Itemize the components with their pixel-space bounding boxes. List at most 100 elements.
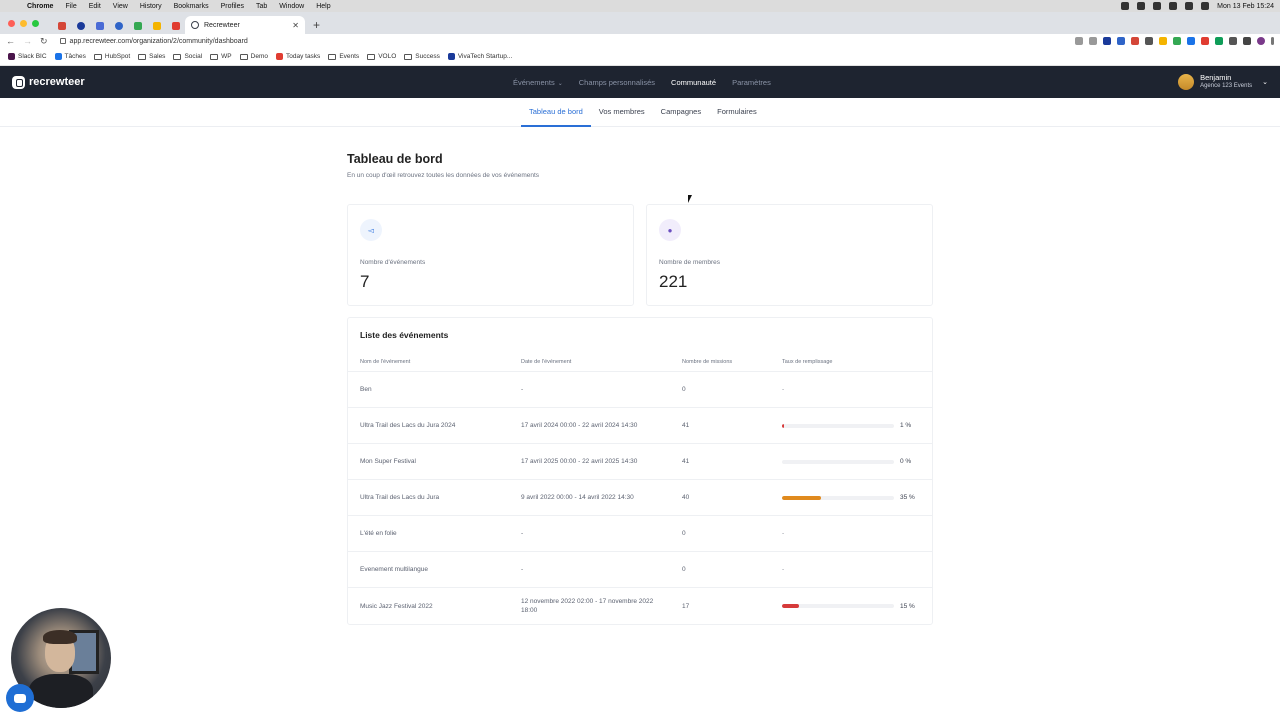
bookmark-item[interactable]: Success [404, 53, 440, 60]
status-icon[interactable] [1137, 2, 1146, 10]
megaphone-icon: ◅ [360, 219, 382, 241]
bookmark-item[interactable]: VOLO [367, 53, 396, 60]
chat-widget-button[interactable] [6, 684, 34, 712]
user-menu[interactable]: Benjamin Agence 123 Events ⌄ [1178, 73, 1268, 91]
nav-item[interactable]: Communauté [671, 78, 716, 87]
mac-menu-history[interactable]: History [139, 2, 162, 10]
close-window-button[interactable] [8, 19, 15, 27]
tab-title: Recrewteer [204, 21, 240, 29]
status-icon[interactable] [1153, 2, 1162, 10]
browser-tab[interactable] [90, 18, 109, 34]
column-header: Nombre de missions [682, 358, 733, 365]
subnav-tab[interactable]: Formulaires [717, 107, 757, 116]
subnav-tab[interactable]: Campagnes [660, 107, 702, 116]
fill-rate-bar [782, 604, 894, 608]
mac-menu-view[interactable]: View [112, 2, 128, 10]
table-row[interactable]: Ultra Trail des Lacs du Jura 9 avril 2022… [348, 480, 932, 516]
event-date: - [521, 530, 524, 537]
event-fill-rate: 35 % [782, 494, 920, 501]
extension-icon[interactable] [1117, 37, 1125, 45]
url-field[interactable]: app.recrewteer.com/organization/2/commun… [59, 38, 248, 45]
more-menu-icon[interactable] [1271, 37, 1274, 45]
bookmark-item[interactable]: Demo [239, 53, 268, 60]
mac-menu-file[interactable]: File [65, 2, 77, 10]
bookmark-item[interactable]: Tâches [54, 53, 86, 60]
chevron-down-icon: ⌄ [557, 80, 563, 87]
event-missions: 0 [682, 386, 686, 393]
extension-icon[interactable] [1201, 37, 1209, 45]
mac-menu-bookmarks[interactable]: Bookmarks [173, 2, 209, 10]
nav-item[interactable]: Champs personnalisés [579, 78, 655, 87]
extension-icon[interactable] [1103, 37, 1111, 45]
active-browser-tab[interactable]: Recrewteer ✕ [185, 16, 305, 34]
bookmark-item[interactable]: Sales [138, 53, 165, 60]
wifi-icon[interactable] [1169, 2, 1178, 10]
bookmark-item[interactable]: Slack BIC [8, 53, 47, 60]
subnav-tab[interactable]: Tableau de bord [521, 98, 591, 127]
mac-menu-profiles[interactable]: Profiles [220, 2, 244, 10]
bookmark-label: Success [415, 53, 440, 60]
profile-avatar-icon[interactable] [1257, 37, 1265, 45]
close-tab-icon[interactable]: ✕ [292, 20, 299, 30]
bookmark-item[interactable]: WP [210, 53, 232, 60]
extension-icon[interactable] [1145, 37, 1153, 45]
bookmark-item[interactable]: Social [173, 53, 202, 60]
subnav-tab[interactable]: Vos membres [598, 107, 645, 116]
mac-menu-window[interactable]: Window [279, 2, 305, 10]
nav-item[interactable]: Événements ⌄ [513, 78, 563, 87]
fill-rate-value: - [782, 386, 785, 393]
table-row[interactable]: L'été en folie - 0 - [348, 516, 932, 552]
folder-icon [210, 53, 219, 60]
bookmark-item[interactable]: Today tasks [275, 53, 320, 60]
browser-tab[interactable] [147, 18, 166, 34]
table-row[interactable]: Mon Super Festival 17 avril 2025 00:00 - … [348, 444, 932, 480]
bookmark-item[interactable]: HubSpot [93, 53, 130, 60]
clock[interactable]: Mon 13 Feb 15:24 [1217, 2, 1274, 10]
column-header: Taux de remplissage [782, 358, 833, 365]
minimize-window-button[interactable] [20, 19, 27, 27]
browser-tab[interactable] [52, 18, 71, 34]
search-icon[interactable] [1201, 2, 1210, 10]
nav-item[interactable]: Paramètres [732, 78, 771, 87]
extension-icon[interactable] [1131, 37, 1139, 45]
table-row[interactable]: Ultra Trail des Lacs du Jura 2024 17 avri… [348, 408, 932, 444]
table-row[interactable]: Ben - 0 - [348, 372, 932, 408]
battery-icon[interactable] [1185, 2, 1194, 10]
extension-icon[interactable] [1187, 37, 1195, 45]
fill-rate-value: - [782, 530, 785, 537]
bookmark-item[interactable]: VivaTech Startup... [447, 53, 512, 60]
share-icon[interactable] [1075, 37, 1083, 45]
mac-menu-tab[interactable]: Tab [255, 2, 268, 10]
mac-menu-chrome[interactable]: Chrome [27, 2, 54, 10]
reload-icon[interactable]: ↻ [40, 35, 48, 46]
event-missions: 40 [682, 494, 690, 501]
browser-tab[interactable] [71, 18, 90, 34]
window-controls [8, 12, 39, 34]
maximize-window-button[interactable] [32, 19, 39, 27]
mac-menu-edit[interactable]: Edit [88, 2, 101, 10]
table-row[interactable]: Music Jazz Festival 2022 12 novembre 2022… [348, 588, 932, 624]
browser-tab[interactable] [109, 18, 128, 34]
mac-menu-help[interactable]: Help [316, 2, 331, 10]
folder-icon [173, 53, 182, 60]
app-logo[interactable]: recrewteer [12, 75, 85, 89]
sidebar-icon[interactable] [1243, 37, 1251, 45]
status-icon[interactable] [1121, 2, 1130, 10]
extension-icon[interactable] [1215, 37, 1223, 45]
browser-tab[interactable] [166, 18, 185, 34]
new-tab-button[interactable]: + [313, 18, 321, 32]
extension-icon[interactable] [1159, 37, 1167, 45]
bookmark-item[interactable]: Events [328, 53, 359, 60]
puzzle-icon[interactable] [1229, 37, 1237, 45]
folder-icon [239, 53, 248, 60]
back-icon[interactable]: ← [6, 36, 15, 46]
event-fill-rate: 15 % [782, 603, 920, 610]
apple-icon[interactable] [6, 2, 15, 11]
macos-menu-bar: Chrome File Edit View History Bookmarks Profil… [0, 0, 1280, 12]
extension-icon[interactable] [1173, 37, 1181, 45]
bookmark-star-icon[interactable] [1089, 37, 1097, 45]
browser-tab[interactable] [128, 18, 147, 34]
forward-icon[interactable]: → [23, 36, 32, 46]
table-row[interactable]: Evenement multilangue - 0 - [348, 552, 932, 588]
column-header: Date de l'événement [521, 358, 572, 365]
